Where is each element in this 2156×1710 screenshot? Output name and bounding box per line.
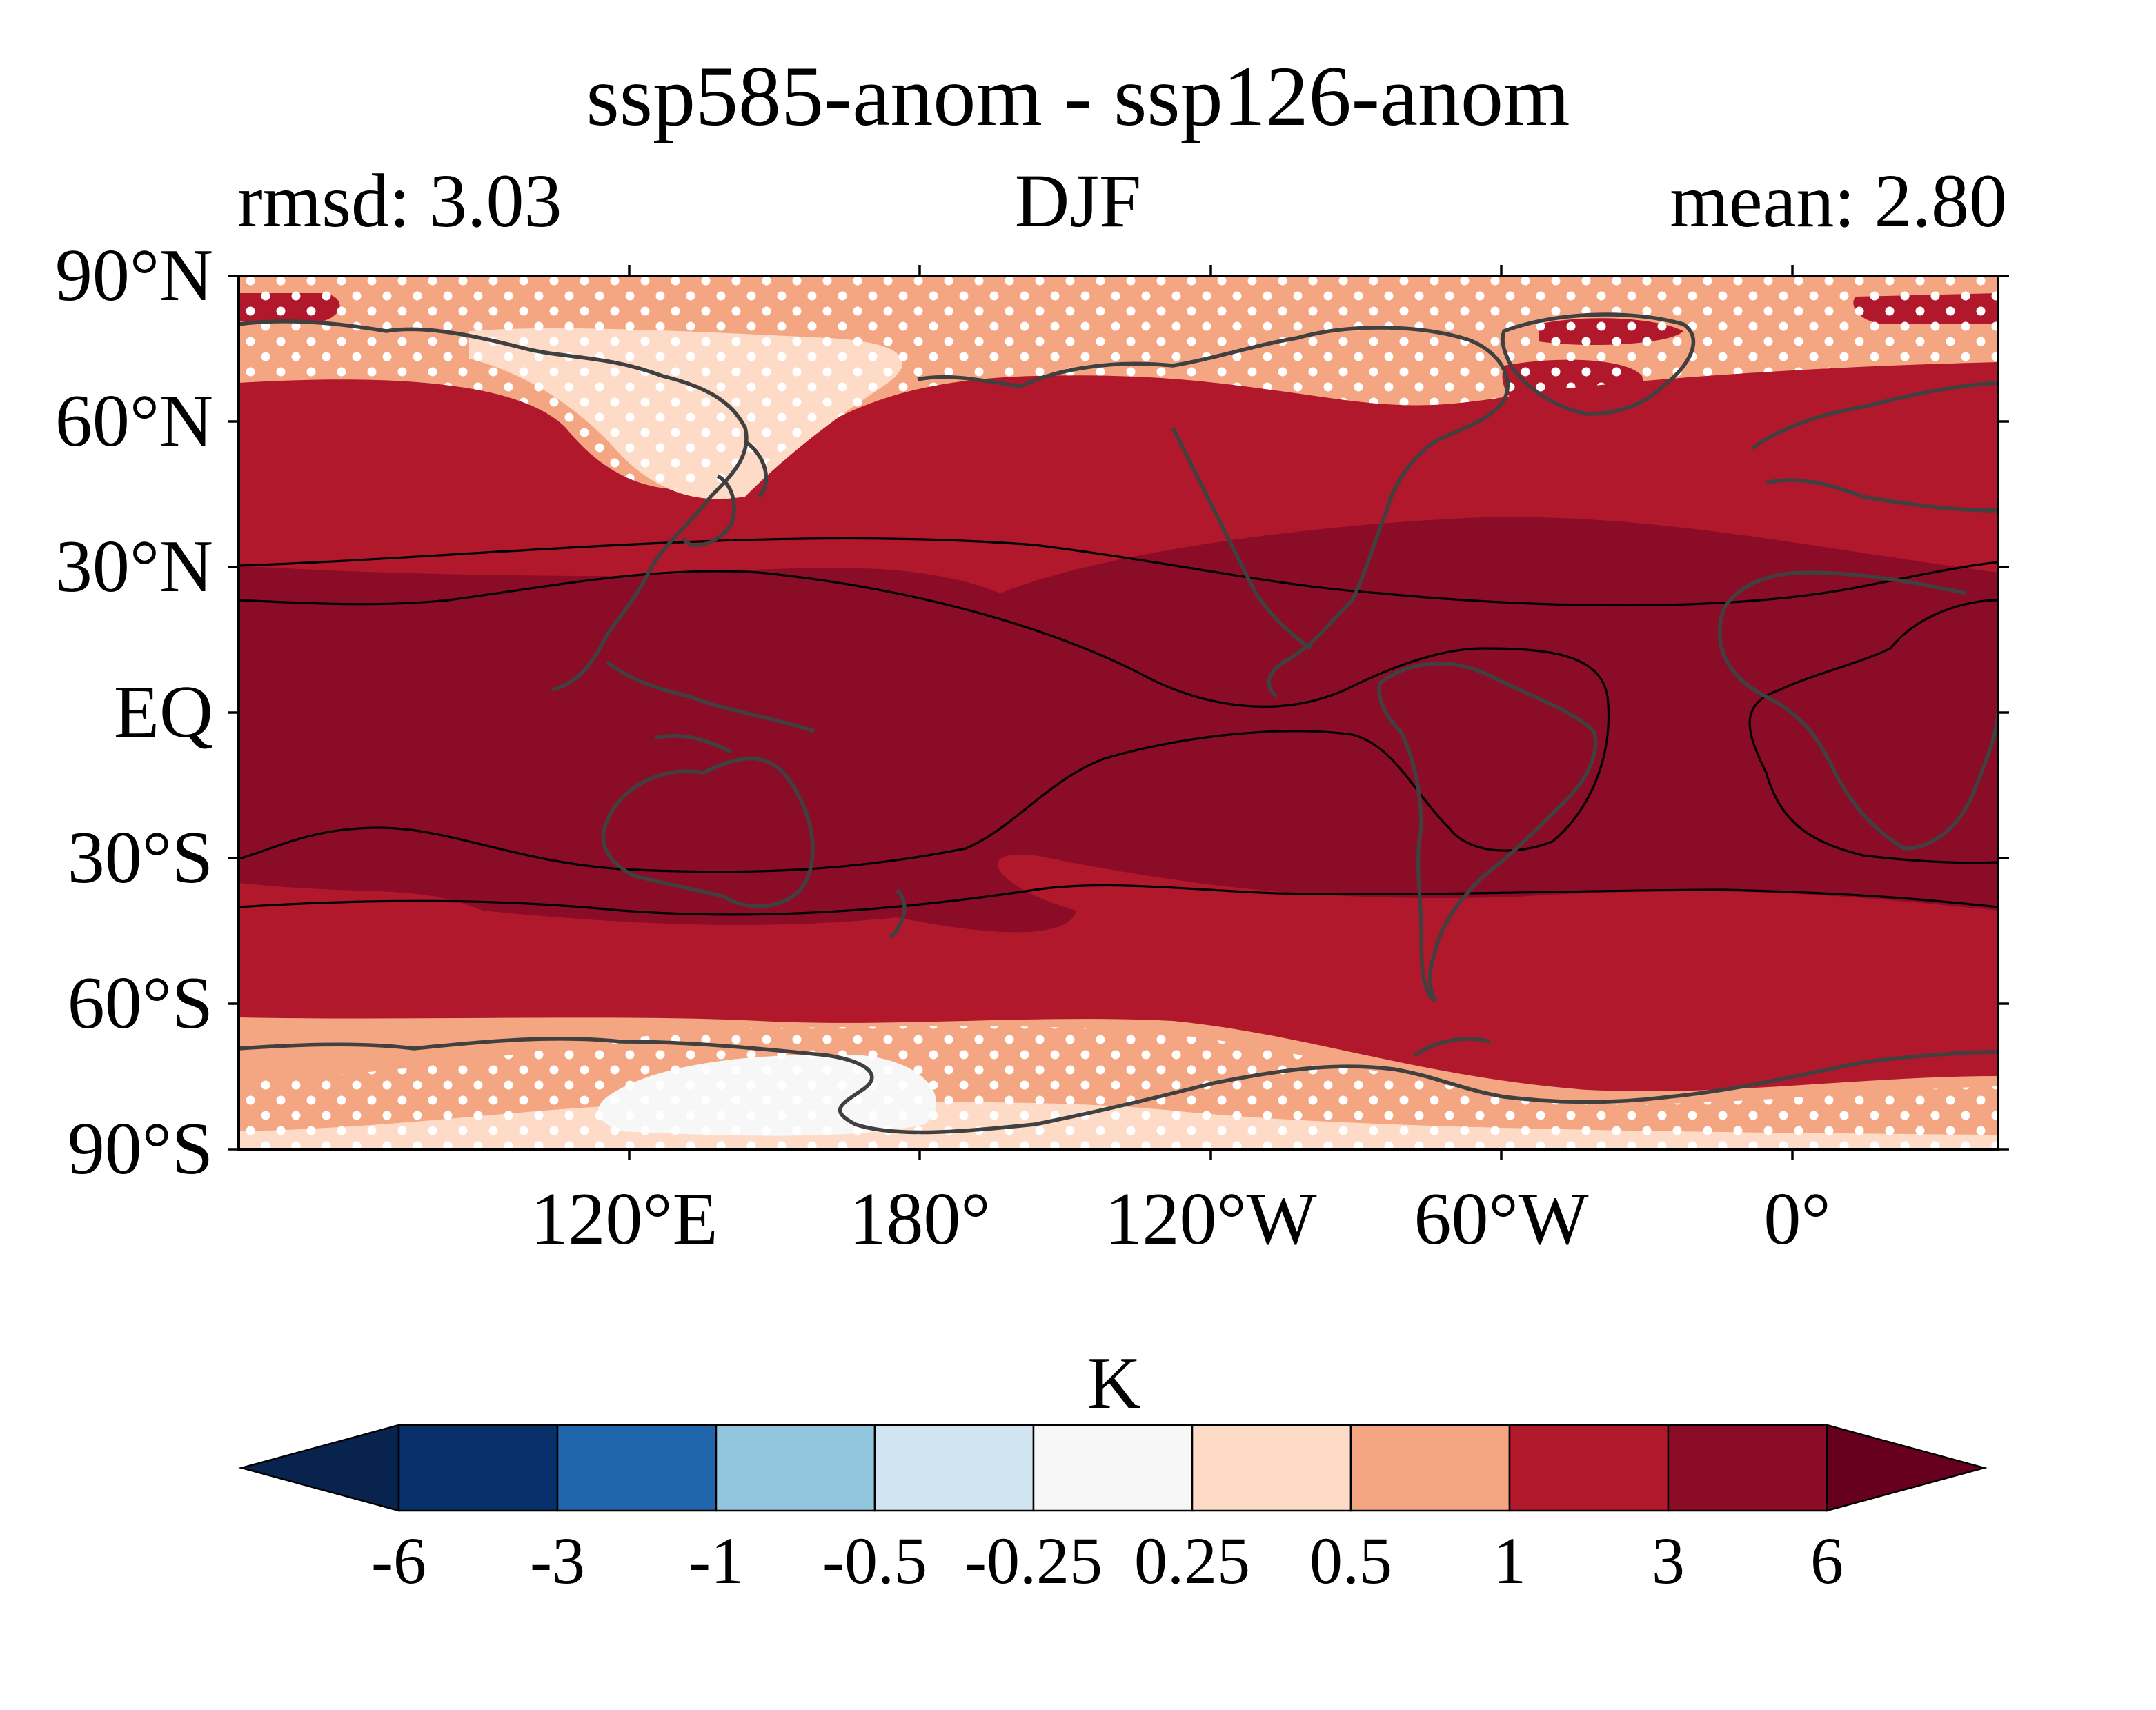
colorbar-extend-low [238, 1424, 400, 1512]
x-tick-label: 0° [1763, 1178, 1831, 1260]
x-tick-label: 180° [849, 1178, 991, 1260]
y-tick-label: 60°N [55, 380, 213, 462]
colorbar-tick-label: 6 [1810, 1524, 1843, 1598]
stippling-south [239, 1026, 1998, 1149]
x-tick-label: 60°W [1414, 1178, 1589, 1260]
stippling-north [239, 276, 1998, 490]
x-tick-label: 120°W [1105, 1178, 1317, 1260]
axis-ticks [228, 265, 2009, 1160]
y-tick-label: 90°N [55, 235, 213, 317]
colorbar-swatch [1191, 1424, 1352, 1512]
y-tick-label: EQ [114, 671, 213, 753]
field-band-3-6 [239, 517, 1998, 933]
colorbar-extend-high [1826, 1424, 1988, 1512]
y-tick-label: 60°S [67, 962, 213, 1044]
colorbar-swatch [556, 1424, 718, 1512]
map-title: ssp585-anom - ssp126-anom [586, 49, 1570, 143]
coastlines [239, 312, 1998, 1135]
colorbar-tick-label: -0.5 [822, 1524, 927, 1598]
contour-lines [239, 537, 1998, 916]
colorbar-swatch [397, 1424, 559, 1512]
x-tick-label: 120°E [531, 1178, 718, 1260]
colorbar-tick-label: 0.25 [1134, 1524, 1250, 1598]
colorbar-tick-label: 3 [1652, 1524, 1685, 1598]
colorbar-tick-label: -0.25 [965, 1524, 1102, 1598]
colorbar-swatch [1508, 1424, 1670, 1512]
colorbar-swatch [873, 1424, 1035, 1512]
colorbar-tick-label: -6 [371, 1524, 426, 1598]
map-field [239, 276, 1998, 1149]
y-tick-label: 30°S [67, 817, 213, 899]
y-tick-label: 30°N [55, 526, 213, 608]
season-label: DJF [1014, 159, 1142, 243]
colorbar-swatch [1667, 1424, 1828, 1512]
colorbar-label: K [1087, 1342, 1141, 1424]
colorbar-tick-label: -1 [689, 1524, 744, 1598]
colorbar-tick-label: 1 [1493, 1524, 1526, 1598]
colorbar-tick-label: 0.5 [1309, 1524, 1392, 1598]
y-tick-label: 90°S [67, 1108, 213, 1190]
rmsd-label: rmsd: 3.03 [237, 159, 562, 243]
mean-label: mean: 2.80 [1670, 159, 2007, 243]
colorbar [238, 1424, 1988, 1512]
colorbar-swatch [1032, 1424, 1194, 1512]
colorbar-tick-label: -3 [530, 1524, 585, 1598]
colorbar-swatch [1349, 1424, 1511, 1512]
colorbar-swatch [715, 1424, 876, 1512]
